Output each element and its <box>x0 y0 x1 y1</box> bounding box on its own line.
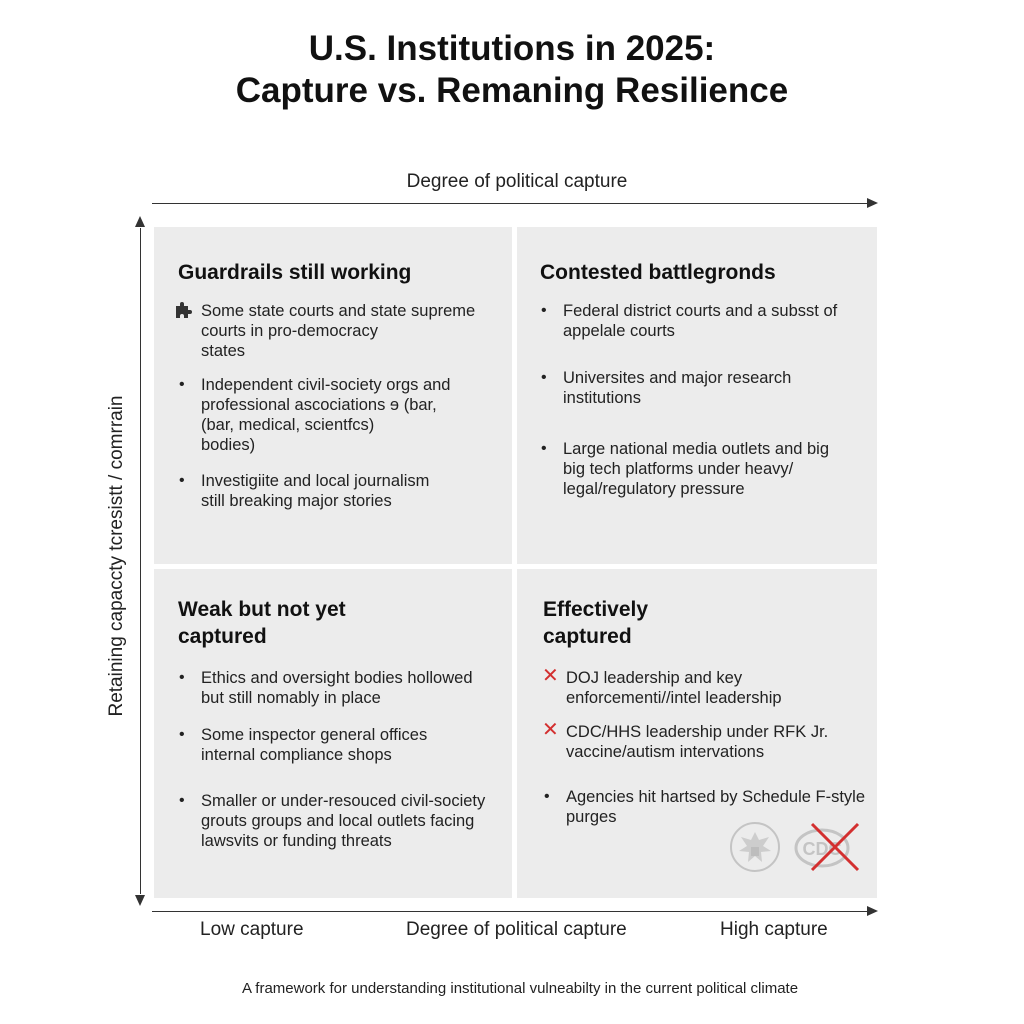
item-line: lawsvits or funding threats <box>201 832 392 850</box>
y-axis-arrow <box>135 216 145 906</box>
caption: A framework for understanding institutio… <box>241 980 799 997</box>
quadrant-title-contested: Contested battlegronds <box>540 261 776 284</box>
item-line: Independent civil-society orgs and <box>201 376 451 394</box>
quadrant-title-guardrails: Guardrails still working <box>178 261 412 284</box>
item-line: grouts groups and local outlets facing <box>201 812 475 830</box>
list-item: • Large national media outlets and big b… <box>541 439 830 499</box>
item-line: professional ascociations ɘ (bar, <box>201 396 437 414</box>
item-line: CDC/HHS leadership under RFK Jr. <box>566 723 829 741</box>
list-item: ✕ CDC/HHS leadership under RFK Jr. vacci… <box>542 720 829 762</box>
item-line: Universites and major research <box>563 369 792 387</box>
list-item: • Ethics and oversight bodies hollowed b… <box>179 668 473 708</box>
quadrant-weak <box>154 569 512 898</box>
item-line: Large national media outlets and big <box>563 440 830 458</box>
bullet-icon: • <box>544 788 550 805</box>
top-axis-arrow <box>152 198 878 208</box>
list-item: Some state courts and state supreme cour… <box>176 301 476 361</box>
item-line: (bar, medical, scientfcs) <box>201 416 375 434</box>
puzzle-icon <box>174 300 194 325</box>
item-line: purges <box>566 808 617 826</box>
bullet-icon: • <box>179 472 185 489</box>
list-item: ✕ DOJ leadership and key enforcementi//i… <box>542 666 782 708</box>
item-line: Federal district courts and a subsst of <box>563 302 838 320</box>
quadrant-captured <box>517 569 877 898</box>
quadrant-title-line: Effectively <box>543 598 649 621</box>
x-label-high: High capture <box>720 919 828 940</box>
list-item: • Universites and major research institu… <box>541 368 792 408</box>
quadrant-guardrails <box>154 227 512 564</box>
item-line: DOJ leadership and key <box>566 669 743 687</box>
x-label-mid: Degree of political capture <box>406 919 627 940</box>
bullet-icon: • <box>541 369 547 386</box>
item-line: courts in pro-democracy <box>201 322 378 340</box>
crossed-out-cdc-logo: CDC <box>792 820 864 879</box>
bullet-icon: • <box>179 792 185 809</box>
bullet-icon: • <box>179 726 185 743</box>
bottom-axis-arrow <box>152 906 878 916</box>
eagle-seal-icon <box>728 820 782 879</box>
item-line: states <box>201 342 246 360</box>
list-item: • Some inspector general offices interna… <box>179 725 428 765</box>
item-line: vaccine/autism intervations <box>566 743 765 761</box>
bullet-icon: • <box>541 440 547 457</box>
quadrant-title-weak: Weak but not yet captured <box>178 596 346 650</box>
item-line: Some state courts and state supreme <box>201 302 476 320</box>
item-line: bodies) <box>201 436 256 454</box>
list-item: • Smaller or under-resouced civil-societ… <box>179 791 486 851</box>
item-line: legal/regulatory pressure <box>563 480 745 498</box>
quadrant-contested <box>517 227 877 564</box>
x-label-low: Low capture <box>200 919 304 940</box>
x-mark-icon: ✕ <box>542 719 559 741</box>
item-line: Ethics and oversight bodies hollowed <box>201 669 473 687</box>
item-line: Smaller or under-resouced civil-society <box>201 792 486 810</box>
item-line: internal compliance shops <box>201 746 392 764</box>
bullet-icon: • <box>179 669 185 686</box>
quadrant-title-line: captured <box>178 625 267 648</box>
list-item: • Investigiite and local journalism stil… <box>179 471 430 511</box>
x-mark-icon: ✕ <box>542 665 559 687</box>
title-line-1: U.S. Institutions in 2025: <box>308 29 716 68</box>
bullet-icon: • <box>179 376 185 393</box>
item-line: Investigiite and local journalism <box>201 472 430 490</box>
item-line: Agencies hit hartsed by Schedule F-style <box>566 788 865 806</box>
item-line: Some inspector general offices <box>201 726 428 744</box>
y-axis-label: Retaining capaccty tcresistt / comrrain <box>106 395 127 717</box>
title-line-2: Capture vs. Remaning Resilience <box>235 71 789 110</box>
item-line: institutions <box>563 389 641 407</box>
item-line: enforcementi//intel leadership <box>566 689 782 707</box>
top-axis-label: Degree of political capture <box>406 171 628 192</box>
list-item: • Agencies hit hartsed by Schedule F-sty… <box>544 787 865 827</box>
quadrant-title-line: Weak but not yet <box>178 598 346 621</box>
item-line: still breaking major stories <box>201 492 392 510</box>
quadrant-title-line: captured <box>543 625 632 648</box>
item-line: big tech platforms under heavy/ <box>563 460 794 478</box>
item-line: but still nomably in place <box>201 689 381 707</box>
list-item: • Federal district courts and a subsst o… <box>541 301 838 341</box>
item-line: appelale courts <box>563 322 675 340</box>
list-item: • Independent civil-society orgs and pro… <box>179 375 451 455</box>
quadrant-title-captured: Effectively captured <box>543 596 648 650</box>
bullet-icon: • <box>541 302 547 319</box>
